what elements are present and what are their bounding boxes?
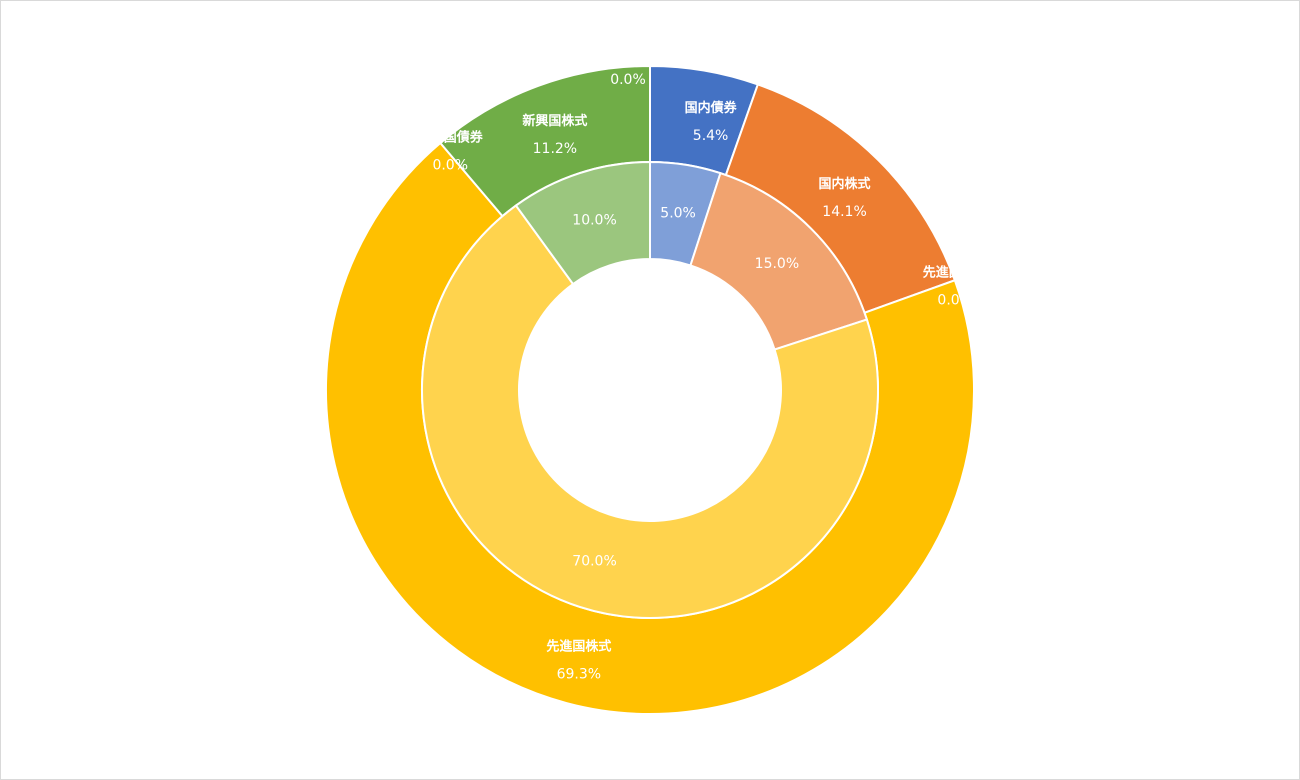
outer-label-name-4: 新興国債券 (418, 130, 484, 146)
outer-label-value-1: 14.1% (822, 204, 866, 220)
outer-label-value-3: 69.3% (557, 667, 601, 683)
outer-label-value-4: 0.0% (432, 158, 468, 174)
outer-label-name-2: 先進国債券 (923, 264, 989, 280)
inner-label-value-3: 10.0% (572, 212, 616, 228)
inner-label-value-0: 5.0% (660, 206, 696, 222)
inner-ring (421, 160, 879, 619)
outer-label-name-1: 国内株式 (819, 176, 871, 192)
outer-label-value-5: 11.2% (533, 141, 577, 157)
data-labels: 国内債券 5.4% 国内株式 14.1% 先進国債券 0.0% 先進国株式 69.3% 新興国債… (418, 44, 989, 683)
outer-label-value-2: 0.0% (937, 292, 973, 308)
inner-slice-3 (514, 160, 651, 286)
outer-label-name-5: 新興国株式 (522, 113, 587, 129)
inner-slice-2 (421, 204, 879, 619)
outer-label-name-3: 先進国株式 (546, 639, 611, 655)
inner-label-value-2: 70.0% (572, 554, 616, 570)
outer-label-name-6: 国内リート (595, 44, 660, 60)
outer-label-name-0: 国内債券 (685, 100, 738, 116)
inner-label-value-1: 15.0% (755, 256, 799, 272)
outer-label-value-6: 0.0% (610, 72, 646, 88)
outer-label-value-0: 5.4% (693, 128, 729, 144)
inner-slice-1 (689, 171, 869, 351)
